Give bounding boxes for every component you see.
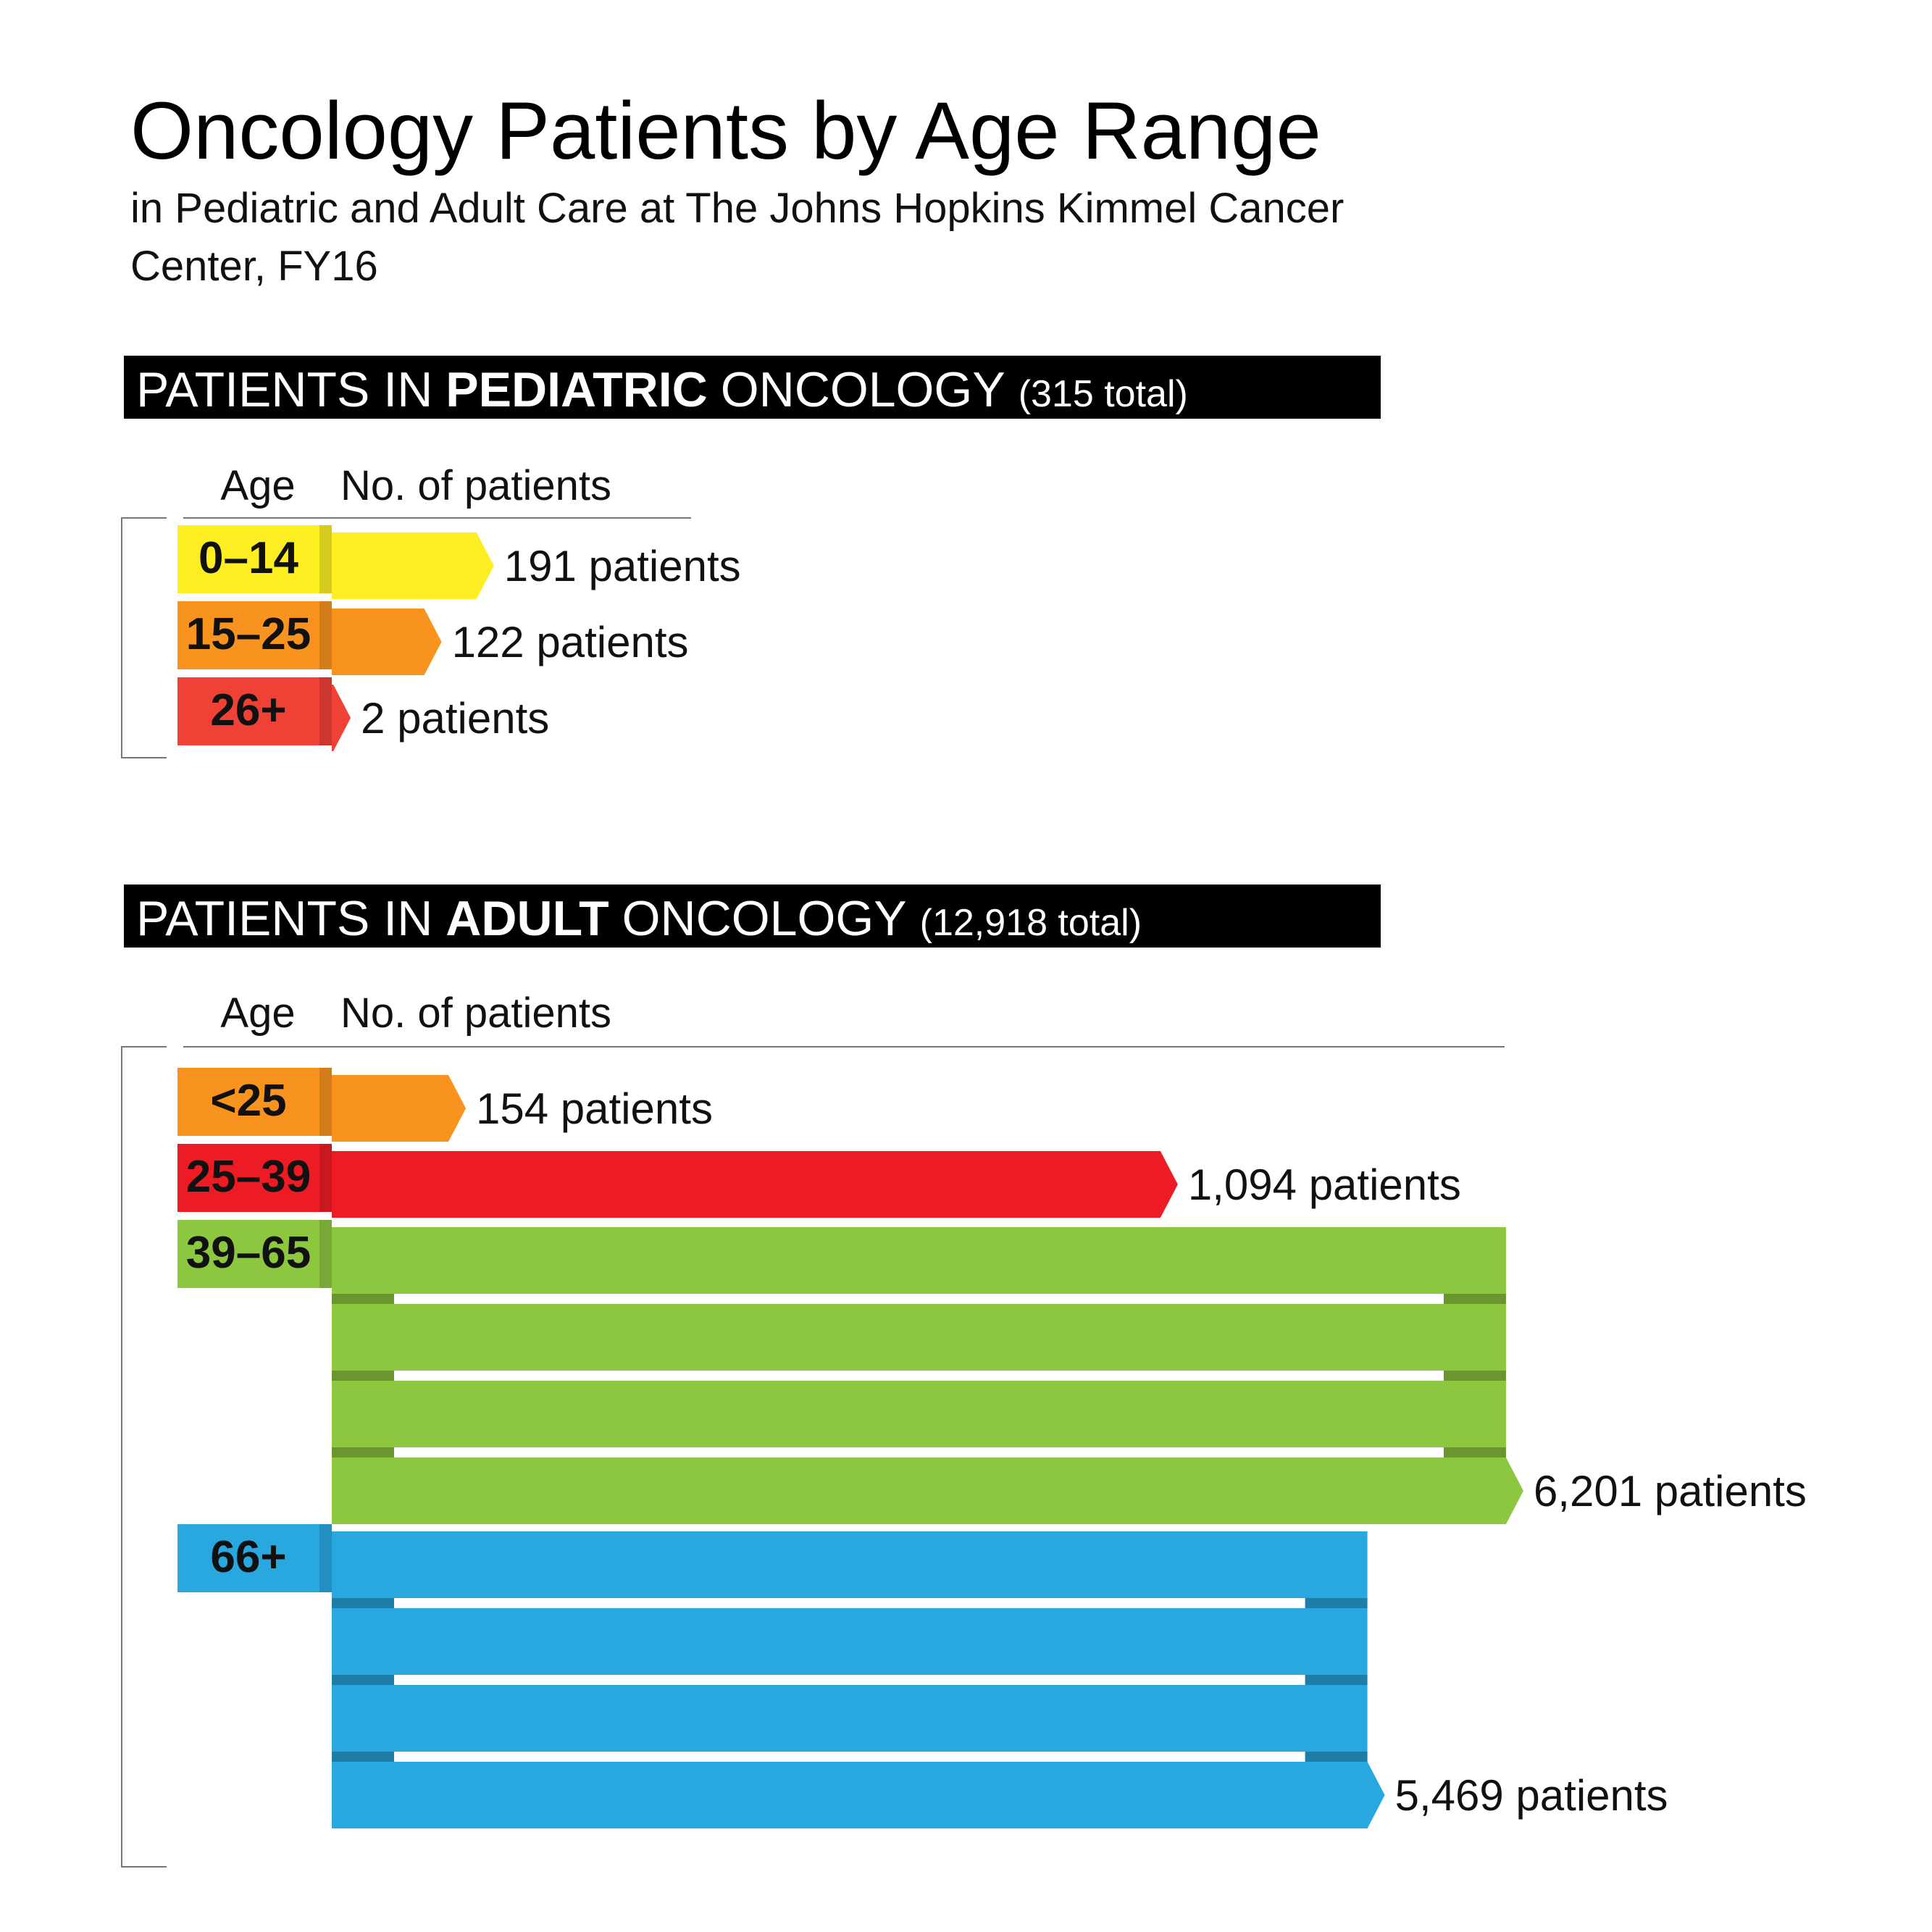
category-label: 66+ [210,1532,286,1582]
fold-connector [1443,1294,1506,1304]
category-fold [319,525,332,593]
category-fold [319,1068,332,1136]
fold-connector [332,1447,394,1458]
category-box [177,601,319,669]
value-label: 122 patients [452,618,689,666]
category-box [177,677,319,745]
heading-total: (315 total) [1019,373,1188,415]
category-fold [319,601,332,669]
bar [332,609,442,675]
value-label: 1,094 patients [1188,1161,1461,1209]
fold-connector [332,1675,394,1685]
bar [332,1531,1385,1828]
fold-connector [1305,1675,1368,1685]
heading-emphasis: ADULT [446,891,609,946]
x-axis-label: No. of patients [340,990,611,1037]
bracket [121,1046,167,1868]
section-heading: PATIENTS IN ADULT ONCOLOGY (12,918 total) [136,891,1142,946]
category-label: 25–39 [186,1152,311,1202]
section-heading: PATIENTS IN PEDIATRIC ONCOLOGY (315 total) [136,362,1188,417]
heading-box [124,885,1381,948]
fold-connector [332,1371,394,1381]
bar [332,1151,1178,1218]
category-fold [319,1220,332,1288]
heading-lead: PATIENTS IN [136,362,432,417]
category-box [177,1068,319,1136]
heading-box [124,356,1381,419]
fold-connector [1305,1598,1368,1608]
bar [332,532,494,599]
heading-total: (12,918 total) [920,902,1142,944]
heading-emphasis: PEDIATRIC [446,362,707,417]
fold-connector [332,1294,394,1304]
category-label: 15–25 [186,609,311,659]
category-box [177,1220,319,1288]
bar [332,1227,1523,1524]
category-box [177,1144,319,1212]
x-axis-label: No. of patients [340,462,611,509]
category-fold [319,1524,332,1592]
y-axis-label: Age [220,990,295,1037]
value-label: 154 patients [476,1084,713,1133]
subtitle: in Pediatric and Adult Care at The Johns… [130,185,1345,290]
category-box [177,525,319,593]
y-axis-label: Age [220,462,295,509]
value-label: 6,201 patients [1534,1467,1807,1515]
bar [332,685,351,751]
heading-lead: PATIENTS IN [136,891,432,946]
value-label: 191 patients [504,542,741,590]
value-label: 5,469 patients [1395,1771,1668,1820]
heading-tail: ONCOLOGY [721,362,1005,417]
fold-connector [332,1752,394,1762]
fold-connector [332,1598,394,1608]
bracket [121,517,167,758]
category-label: 26+ [210,685,286,735]
category-label: 0–14 [198,533,298,583]
fold-connector [1443,1447,1506,1458]
value-label: 2 patients [361,694,549,743]
title: Oncology Patients by Age Range [130,85,1321,176]
bar [332,1075,467,1142]
heading-tail: ONCOLOGY [622,891,907,946]
category-fold [319,677,332,745]
category-box [177,1524,319,1592]
category-fold [319,1144,332,1212]
fold-connector [1443,1371,1506,1381]
fold-connector [1305,1752,1368,1762]
category-label: 39–65 [186,1228,311,1278]
category-label: <25 [210,1076,286,1126]
